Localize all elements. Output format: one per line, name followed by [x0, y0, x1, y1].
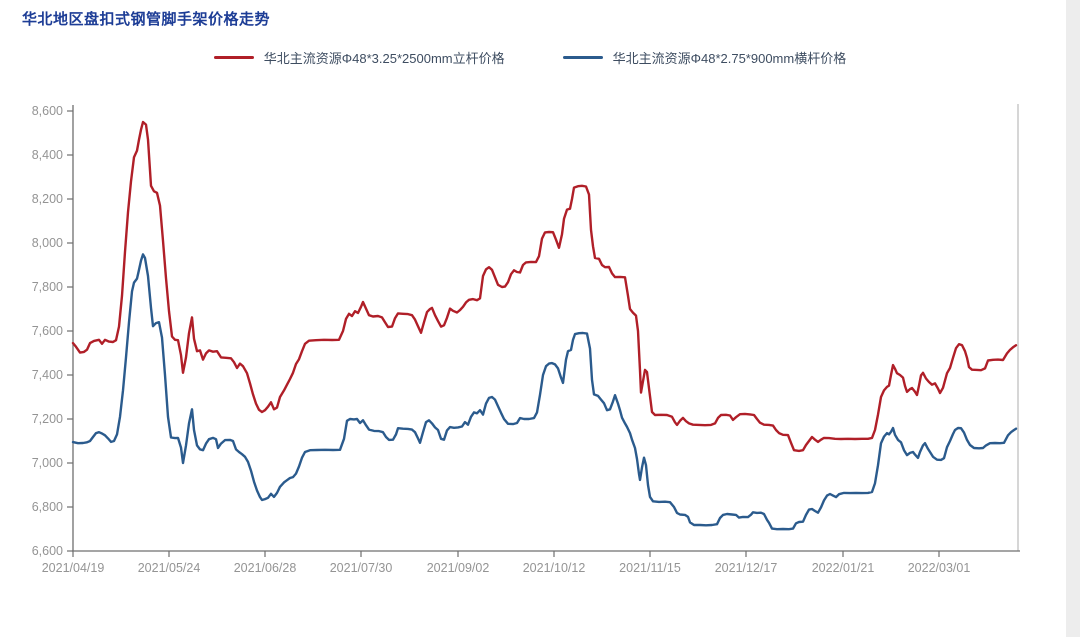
page-background-strip [1066, 0, 1080, 637]
x-tick-label: 2021/06/28 [234, 561, 297, 575]
y-tick-label: 8,200 [32, 192, 63, 206]
legend-line-swatch-red [213, 56, 254, 59]
series-line-vertical-pole [71, 120, 1018, 453]
legend-label-horizontal-bar-price: 华北主流资源Φ48*2.75*900mm横杆价格 [612, 51, 847, 66]
legend-line-swatch-blue [562, 56, 603, 59]
x-tick-label: 2021/05/24 [138, 561, 201, 575]
y-tick-label: 8,000 [32, 236, 63, 250]
y-tick-label: 8,600 [32, 104, 63, 118]
chart-legend: 华北主流资源Φ48*3.25*2500mm立杆价格 华北主流资源Φ48*2.75… [0, 48, 1060, 67]
y-tick-label: 8,400 [32, 148, 63, 162]
y-tick-label: 6,800 [32, 500, 63, 514]
x-tick-label: 2021/10/12 [523, 561, 586, 575]
x-tick-label: 2021/12/17 [715, 561, 778, 575]
y-tick-label: 7,800 [32, 280, 63, 294]
y-tick-label: 7,000 [32, 456, 63, 470]
y-tick-label: 7,200 [32, 412, 63, 426]
x-tick-label: 2021/07/30 [330, 561, 393, 575]
x-tick-label: 2022/01/21 [812, 561, 875, 575]
y-tick-label: 6,600 [32, 544, 63, 558]
legend-item-horizontal-bar-price[interactable]: 华北主流资源Φ48*2.75*900mm横杆价格 [562, 48, 847, 67]
x-tick-label: 2022/03/01 [908, 561, 971, 575]
legend-item-vertical-pole-price[interactable]: 华北主流资源Φ48*3.25*2500mm立杆价格 [213, 48, 505, 67]
y-tick-label: 7,600 [32, 324, 63, 338]
series-line-horizontal-bar [71, 253, 1018, 531]
page-title: 华北地区盘扣式钢管脚手架价格走势 [22, 11, 271, 28]
x-tick-label: 2021/11/15 [619, 561, 681, 575]
legend-label-vertical-pole-price: 华北主流资源Φ48*3.25*2500mm立杆价格 [263, 51, 505, 66]
y-tick-label: 7,400 [32, 368, 63, 382]
x-tick-label: 2021/04/19 [42, 561, 105, 575]
x-tick-label: 2021/09/02 [427, 561, 490, 575]
